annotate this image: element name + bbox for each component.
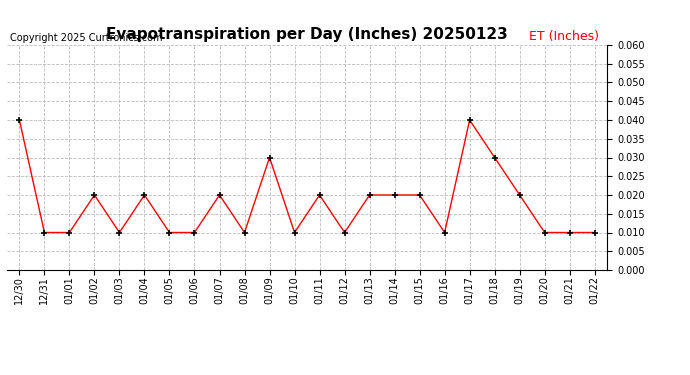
- Point: [239, 230, 250, 236]
- Point: [139, 192, 150, 198]
- Point: [164, 230, 175, 236]
- Point: [489, 154, 500, 160]
- Point: [39, 230, 50, 236]
- Point: [389, 192, 400, 198]
- Point: [189, 230, 200, 236]
- Title: Evapotranspiration per Day (Inches) 20250123: Evapotranspiration per Day (Inches) 2025…: [106, 27, 508, 42]
- Text: Copyright 2025 Curtronics.com: Copyright 2025 Curtronics.com: [10, 33, 162, 43]
- Point: [339, 230, 350, 236]
- Point: [114, 230, 125, 236]
- Point: [214, 192, 225, 198]
- Point: [589, 230, 600, 236]
- Point: [464, 117, 475, 123]
- Point: [64, 230, 75, 236]
- Point: [514, 192, 525, 198]
- Point: [314, 192, 325, 198]
- Point: [439, 230, 450, 236]
- Text: ET (Inches): ET (Inches): [529, 30, 599, 43]
- Point: [289, 230, 300, 236]
- Point: [414, 192, 425, 198]
- Point: [539, 230, 550, 236]
- Point: [364, 192, 375, 198]
- Point: [14, 117, 25, 123]
- Point: [89, 192, 100, 198]
- Point: [264, 154, 275, 160]
- Point: [564, 230, 575, 236]
